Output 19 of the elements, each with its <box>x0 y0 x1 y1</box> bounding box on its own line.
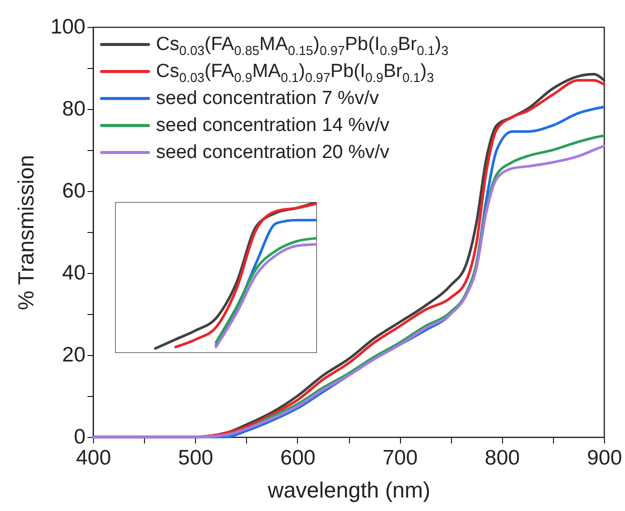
y-tick-label: 80 <box>62 98 86 120</box>
text: Cs$_{0.03}$(FA$_{0.9}$MA$_{0.1}$)$_{0.97}$Pb(I$_{0.9}$Br$_{0.1}$)$_{3}$ <box>156 61 434 85</box>
x-axis-title: wavelength (nm) <box>266 478 430 502</box>
y-tick-label: 100 <box>50 16 86 38</box>
x-tick-label: 400 <box>76 446 112 470</box>
legend-label: seed concentration 7 %v/v <box>156 87 379 111</box>
legend-label: seed concentration 20 %v/v <box>156 141 390 165</box>
x-tick-label: 800 <box>484 446 520 470</box>
x-tick-label: 500 <box>178 446 214 470</box>
legend-label: seed concentration 14 %v/v <box>156 114 390 138</box>
y-axis-title: % Transmission <box>13 154 38 310</box>
x-tick-label: 900 <box>586 446 622 470</box>
y-tick-label: 0 <box>74 426 86 448</box>
x-tick-label: 700 <box>382 446 418 470</box>
text: Cs$_{0.03}$(FA$_{0.85}$MA$_{0.15}$)$_{0.97}$Pb(I$_{0.9}$Br$_{0.1}$)$_{3}$ <box>156 34 448 58</box>
y-tick-label: 40 <box>62 262 86 284</box>
x-tick-label: 600 <box>280 446 316 470</box>
y-tick-label: 60 <box>62 180 86 202</box>
y-tick-label: 20 <box>62 344 86 366</box>
